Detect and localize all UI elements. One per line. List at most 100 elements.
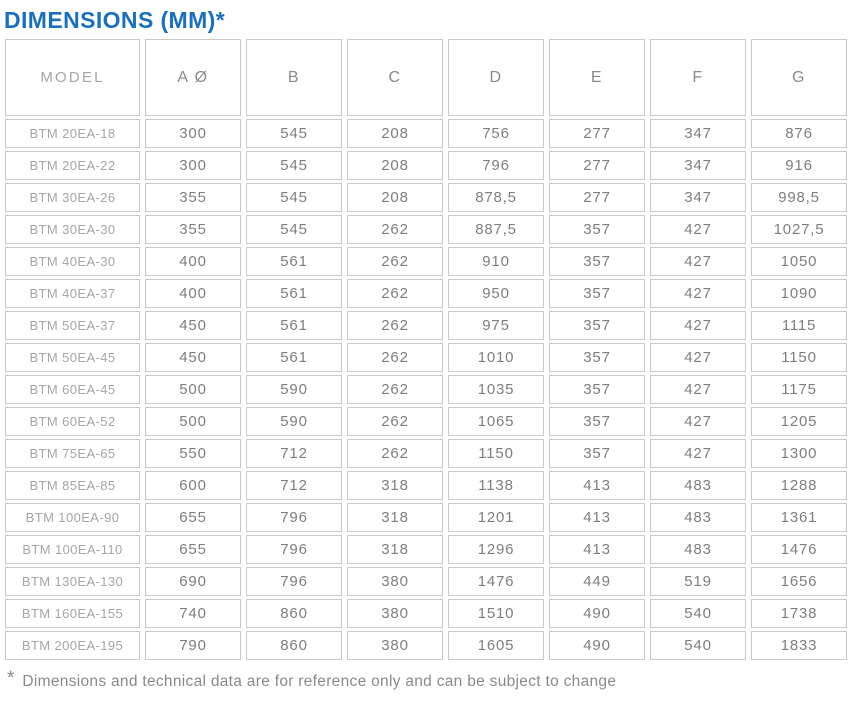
dimension-cell: 545 <box>246 151 342 180</box>
dimension-cell: 427 <box>650 343 746 372</box>
column-header: E <box>549 39 645 116</box>
dimension-cell: 1361 <box>751 503 847 532</box>
dimension-cell: 277 <box>549 151 645 180</box>
dimension-cell: 262 <box>347 311 443 340</box>
dimension-cell: 483 <box>650 503 746 532</box>
dimension-cell: 318 <box>347 503 443 532</box>
dimension-cell: 796 <box>448 151 544 180</box>
dimension-cell: 590 <box>246 407 342 436</box>
dimension-cell: 449 <box>549 567 645 596</box>
table-body: BTM 20EA-18 300 545 208 756 277 347 876 BTM 20EA… <box>5 119 847 660</box>
column-header-model: MODEL <box>5 39 140 116</box>
dimension-cell: 975 <box>448 311 544 340</box>
table-row: BTM 20EA-22 300 545 208 796 277 347 916 <box>5 151 847 180</box>
dimension-cell: 262 <box>347 439 443 468</box>
dimension-cell: 208 <box>347 119 443 148</box>
dimension-cell: 712 <box>246 439 342 468</box>
dimension-cell: 796 <box>246 535 342 564</box>
dimension-cell: 262 <box>347 343 443 372</box>
dimension-cell: 561 <box>246 311 342 340</box>
dimension-cell: 545 <box>246 215 342 244</box>
dimension-cell: 413 <box>549 471 645 500</box>
dimension-cell: 860 <box>246 599 342 628</box>
dimension-cell: 1205 <box>751 407 847 436</box>
dimension-cell: 380 <box>347 599 443 628</box>
dimension-cell: 500 <box>145 407 241 436</box>
dimension-cell: 500 <box>145 375 241 404</box>
table-row: BTM 40EA-37 400 561 262 950 357 427 1090 <box>5 279 847 308</box>
dimension-cell: 1175 <box>751 375 847 404</box>
model-cell: BTM 100EA-110 <box>5 535 140 564</box>
dimension-cell: 1115 <box>751 311 847 340</box>
dimension-cell: 540 <box>650 631 746 660</box>
dimension-cell: 427 <box>650 247 746 276</box>
dimension-cell: 860 <box>246 631 342 660</box>
table-row: BTM 85EA-85 600 712 318 1138 413 483 1288 <box>5 471 847 500</box>
dimension-cell: 400 <box>145 247 241 276</box>
dimension-cell: 1510 <box>448 599 544 628</box>
dimension-cell: 690 <box>145 567 241 596</box>
dimension-cell: 1656 <box>751 567 847 596</box>
dimension-cell: 796 <box>246 503 342 532</box>
dimension-cell: 490 <box>549 599 645 628</box>
table-row: BTM 160EA-155 740 860 380 1510 490 540 1738 <box>5 599 847 628</box>
dimension-cell: 1027,5 <box>751 215 847 244</box>
table-row: BTM 60EA-52 500 590 262 1065 357 427 1205 <box>5 407 847 436</box>
dimension-cell: 876 <box>751 119 847 148</box>
dimension-cell: 550 <box>145 439 241 468</box>
dimension-cell: 916 <box>751 151 847 180</box>
dimension-cell: 540 <box>650 599 746 628</box>
model-cell: BTM 200EA-195 <box>5 631 140 660</box>
dimension-cell: 1605 <box>448 631 544 660</box>
dimension-cell: 427 <box>650 375 746 404</box>
dimension-cell: 590 <box>246 375 342 404</box>
table-row: BTM 130EA-130 690 796 380 1476 449 519 1656 <box>5 567 847 596</box>
dimension-cell: 545 <box>246 119 342 148</box>
dimension-cell: 450 <box>145 343 241 372</box>
model-cell: BTM 75EA-65 <box>5 439 140 468</box>
dimension-cell: 561 <box>246 247 342 276</box>
column-header: C <box>347 39 443 116</box>
dimension-cell: 483 <box>650 471 746 500</box>
table-row: BTM 75EA-65 550 712 262 1150 357 427 1300 <box>5 439 847 468</box>
dimension-cell: 347 <box>650 119 746 148</box>
model-cell: BTM 30EA-26 <box>5 183 140 212</box>
dimension-cell: 655 <box>145 535 241 564</box>
dimension-cell: 427 <box>650 311 746 340</box>
model-cell: BTM 40EA-37 <box>5 279 140 308</box>
dimension-cell: 357 <box>549 439 645 468</box>
dimension-cell: 262 <box>347 279 443 308</box>
dimension-cell: 300 <box>145 151 241 180</box>
dimension-cell: 380 <box>347 567 443 596</box>
dimension-cell: 519 <box>650 567 746 596</box>
dimension-cell: 561 <box>246 343 342 372</box>
dimension-cell: 277 <box>549 119 645 148</box>
dimension-cell: 910 <box>448 247 544 276</box>
model-cell: BTM 60EA-52 <box>5 407 140 436</box>
model-cell: BTM 20EA-22 <box>5 151 140 180</box>
model-cell: BTM 50EA-45 <box>5 343 140 372</box>
dimension-cell: 483 <box>650 535 746 564</box>
dimension-cell: 262 <box>347 215 443 244</box>
dimension-cell: 427 <box>650 215 746 244</box>
footnote: * Dimensions and technical data are for … <box>7 669 855 691</box>
dimension-cell: 655 <box>145 503 241 532</box>
dimension-cell: 347 <box>650 183 746 212</box>
table-row: BTM 30EA-26 355 545 208 878,5 277 347 998,5 <box>5 183 847 212</box>
dimension-cell: 450 <box>145 311 241 340</box>
dimension-cell: 740 <box>145 599 241 628</box>
dimension-cell: 1090 <box>751 279 847 308</box>
dimension-cell: 1010 <box>448 343 544 372</box>
dimension-cell: 357 <box>549 343 645 372</box>
table-row: BTM 40EA-30 400 561 262 910 357 427 1050 <box>5 247 847 276</box>
dimension-cell: 427 <box>650 439 746 468</box>
dimension-cell: 790 <box>145 631 241 660</box>
dimension-cell: 318 <box>347 535 443 564</box>
table-row: BTM 200EA-195 790 860 380 1605 490 540 1833 <box>5 631 847 660</box>
dimension-cell: 1476 <box>751 535 847 564</box>
model-cell: BTM 85EA-85 <box>5 471 140 500</box>
model-cell: BTM 100EA-90 <box>5 503 140 532</box>
